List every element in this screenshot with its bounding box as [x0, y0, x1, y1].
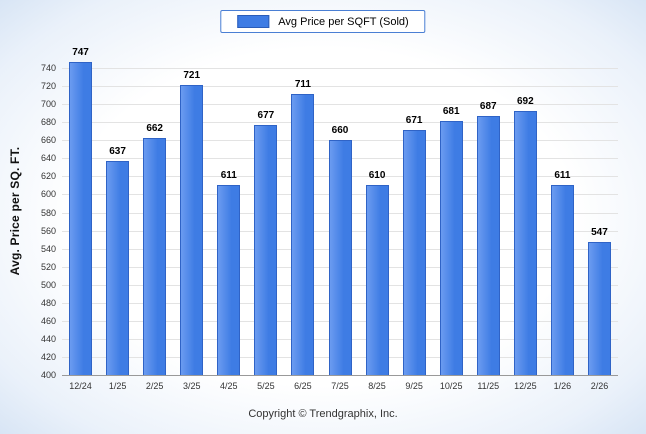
y-tick-label: 420 [40, 351, 56, 362]
x-tick-label: 2/26 [590, 381, 609, 391]
x-tick-label: 6/25 [294, 381, 312, 391]
gridline [62, 122, 618, 124]
bar [402, 130, 426, 375]
y-tick-label: 460 [40, 315, 56, 326]
gridline [62, 86, 618, 88]
bar [254, 124, 278, 375]
y-tick-label: 540 [40, 243, 56, 254]
y-tick-label: 600 [40, 189, 56, 200]
x-tick-label: 12/25 [514, 381, 537, 391]
y-tick-label: 400 [40, 370, 56, 380]
x-tick-label: 8/25 [368, 381, 386, 391]
bar-value-label: 692 [516, 96, 534, 108]
bar [180, 85, 204, 375]
x-tick-label: 4/25 [220, 381, 238, 391]
gridline [62, 68, 618, 70]
y-tick-label: 500 [40, 279, 56, 290]
bar-value-label: 610 [368, 170, 386, 182]
y-tick-label: 440 [40, 333, 56, 344]
bar [291, 94, 315, 375]
bar-value-label: 547 [591, 227, 608, 239]
bar [550, 184, 574, 375]
legend: Avg Price per SQFT (Sold) [220, 10, 426, 33]
legend-label: Avg Price per SQFT (Sold) [278, 15, 409, 28]
y-tick-label: 660 [40, 135, 56, 146]
x-tick-label: 11/25 [477, 381, 500, 391]
x-tick-label: 5/25 [257, 381, 275, 391]
x-tick-label: 2/25 [145, 381, 164, 391]
y-tick-label: 620 [40, 171, 56, 182]
bar [587, 242, 611, 375]
bar-value-label: 611 [220, 169, 237, 181]
y-tick-label: 560 [40, 225, 56, 236]
y-tick-label: 640 [40, 153, 56, 164]
bar [69, 61, 93, 375]
bar-value-label: 747 [72, 46, 89, 58]
legend-swatch-icon [237, 15, 270, 28]
bar-value-label: 721 [183, 70, 201, 82]
x-tick-label: 12/24 [69, 381, 92, 391]
y-tick-label: 680 [40, 117, 56, 128]
y-tick-label: 580 [40, 207, 56, 218]
bar [476, 115, 500, 375]
bar-value-label: 671 [405, 115, 423, 127]
y-tick-label: 740 [40, 63, 56, 74]
bar [513, 111, 537, 375]
bar-value-label: 677 [257, 109, 275, 121]
x-tick-label: 10/25 [439, 381, 463, 391]
copyright-text: Copyright © Trendgraphix, Inc. [248, 408, 398, 420]
y-axis-title: Avg. Price per SQ. FT. [8, 146, 22, 276]
plot-area [62, 50, 618, 376]
bar-value-label: 611 [554, 169, 571, 181]
bar [106, 161, 130, 375]
x-tick-label: 3/25 [182, 381, 201, 391]
bar-value-label: 687 [479, 100, 497, 112]
x-tick-label: 1/25 [108, 381, 127, 391]
bar [217, 184, 241, 375]
bar [439, 121, 463, 375]
bar-value-label: 660 [331, 125, 349, 137]
x-tick-label: 7/25 [331, 381, 349, 391]
x-tick-label: 1/26 [553, 381, 572, 391]
bar [365, 185, 389, 375]
bar-value-label: 681 [442, 106, 460, 118]
bar-value-label: 662 [146, 123, 163, 135]
gridline [62, 104, 618, 106]
y-tick-label: 700 [40, 99, 56, 110]
y-tick-label: 480 [40, 297, 56, 308]
bar-value-label: 637 [109, 146, 126, 158]
y-tick-label: 520 [40, 261, 56, 272]
bar [143, 138, 167, 375]
y-tick-label: 720 [40, 81, 56, 92]
bar-value-label: 711 [294, 79, 311, 91]
x-tick-label: 9/25 [405, 381, 423, 391]
bar [328, 140, 352, 375]
